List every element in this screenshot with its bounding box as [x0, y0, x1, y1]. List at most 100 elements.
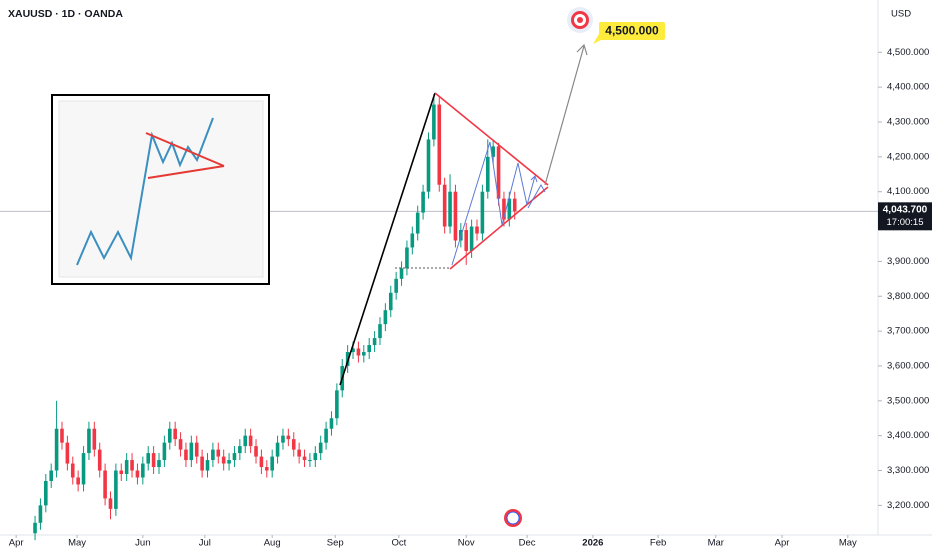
candle-body [243, 435, 248, 447]
inset-lower-line [147, 165, 225, 179]
y-tick-label: 3,400.000 [887, 430, 929, 441]
candle-body [388, 292, 393, 311]
y-tick-label: 3,900.000 [887, 256, 929, 267]
candle-body [448, 191, 452, 227]
y-tick-label: 3,300.000 [887, 465, 929, 476]
x-tick-label: Mar [708, 538, 724, 549]
candle-body [33, 522, 37, 534]
candle-body [442, 184, 447, 227]
x-tick-label: Jul [199, 538, 211, 549]
candle-body [254, 446, 258, 457]
candle-body [194, 442, 199, 457]
candle-body [189, 442, 194, 461]
candle-body [329, 418, 334, 429]
triangle-upper [434, 92, 549, 186]
y-tick-label: 3,600.000 [887, 360, 929, 371]
candle-body [275, 442, 280, 457]
candle-body [211, 449, 215, 461]
target-arrowhead [576, 43, 588, 56]
candle-body [313, 453, 318, 461]
y-tick-label: 3,700.000 [887, 326, 929, 337]
candle-body [469, 226, 474, 251]
candle-body [124, 460, 129, 475]
candle-body [44, 480, 48, 506]
last-price-tag [878, 202, 932, 231]
candle-body [281, 435, 285, 443]
y-tick-label: 3,800.000 [887, 291, 929, 302]
candle-body [426, 139, 431, 192]
candle-body [394, 278, 398, 293]
y-tick-label: 3,200.000 [887, 500, 929, 511]
candle-body [232, 453, 237, 461]
candle-body [453, 191, 458, 241]
candle-body [372, 338, 377, 346]
candle-body [108, 498, 113, 509]
candle-body [362, 352, 366, 356]
candle-body [259, 456, 264, 468]
candle-body [97, 449, 102, 471]
inset-sketch [51, 94, 270, 285]
candle-body [81, 453, 86, 485]
currency-label: USD [891, 9, 911, 20]
candle-body [119, 470, 124, 475]
candle-body [286, 435, 291, 440]
candle-body [151, 453, 156, 468]
y-tick-label: 3,500.000 [887, 395, 929, 406]
candle-body [227, 460, 231, 464]
y-tick-label: 4,500.000 [887, 47, 929, 58]
y-tick-label: 4,300.000 [887, 117, 929, 128]
candle-body [302, 456, 307, 461]
candle-body [405, 247, 409, 269]
x-tick-label: Oct [391, 538, 406, 549]
candle-body [178, 439, 183, 450]
candle-body [167, 428, 172, 443]
projection-zigzag [451, 141, 536, 266]
chart-title: XAUUSD · 1D · OANDA [8, 8, 123, 20]
candle-body [162, 442, 167, 461]
zigzag-arrowhead [530, 175, 538, 183]
y-tick-label: 4,400.000 [887, 82, 929, 93]
x-tick-label: Nov [458, 538, 475, 549]
drawings: 4,500.000 [339, 7, 665, 527]
y-tick-label: 4,100.000 [887, 186, 929, 197]
x-tick-label: 2026 [582, 538, 603, 549]
candle-body [512, 198, 517, 212]
candle-body [184, 449, 188, 461]
candle-body [421, 191, 425, 213]
target-arrow [544, 45, 585, 186]
candle-body [475, 226, 479, 234]
candle-body [491, 146, 495, 157]
candle-body [507, 198, 512, 220]
candle-body [248, 435, 253, 447]
projection-final [527, 183, 546, 209]
candle-body [264, 467, 269, 471]
candle-body [135, 470, 140, 478]
candle-body [318, 442, 323, 454]
candle-body [356, 348, 361, 356]
candle-body [496, 146, 501, 199]
x-tick-label: May [68, 538, 86, 549]
countdown-label: 17:00:15 [887, 217, 924, 228]
candle-body [103, 470, 107, 499]
candle-body [141, 463, 145, 478]
candle-body [464, 230, 469, 251]
candle-body [216, 449, 221, 457]
candle-body [238, 446, 242, 454]
candle-body [324, 428, 328, 443]
x-tick-label: Aug [264, 538, 281, 549]
candle-body [76, 477, 80, 485]
x-tick-label: Feb [650, 538, 666, 549]
candle-body [367, 345, 372, 353]
candle-body [60, 428, 64, 443]
inset-panel [58, 100, 264, 278]
candle-body [415, 212, 420, 234]
candle-body [410, 233, 415, 248]
target-label-tail [593, 34, 605, 44]
inset-path [76, 117, 214, 266]
candle-body [432, 104, 436, 140]
x-tick-label: Jun [135, 538, 150, 549]
candle-body [297, 449, 301, 457]
candle-body [54, 428, 59, 471]
x-tick-label: May [839, 538, 857, 549]
